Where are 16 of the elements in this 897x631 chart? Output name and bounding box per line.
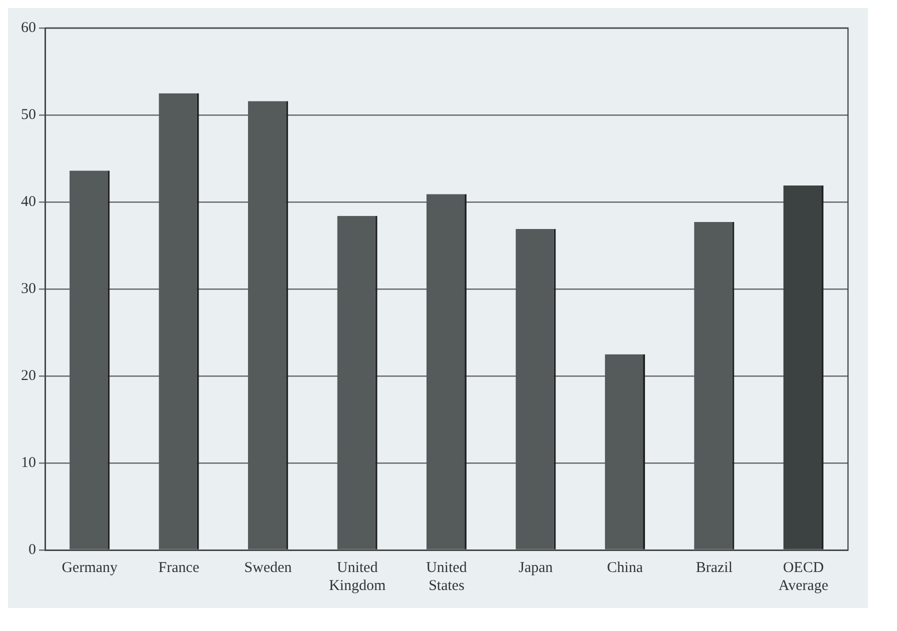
- y-tick-label: 0: [28, 542, 36, 558]
- x-tick-label: Japan: [518, 560, 554, 576]
- y-tick-label: 10: [21, 454, 36, 471]
- x-tick-label: United Kingdom: [328, 560, 386, 594]
- x-tick-label: France: [158, 560, 200, 576]
- x-tick-label: Germany: [62, 560, 118, 576]
- x-tick-label: United States: [426, 560, 468, 594]
- x-tick-label: Sweden: [244, 560, 292, 576]
- x-tick-label: China: [607, 560, 644, 576]
- y-tick-label: 50: [21, 106, 36, 123]
- y-tick-label: 40: [21, 194, 36, 210]
- y-tick-label: 60: [21, 20, 36, 36]
- x-tick-label: OECD Average: [778, 560, 829, 594]
- y-tick-label: 20: [21, 368, 36, 384]
- x-tick-label: Brazil: [696, 560, 732, 576]
- y-tick-label: 30: [21, 280, 36, 297]
